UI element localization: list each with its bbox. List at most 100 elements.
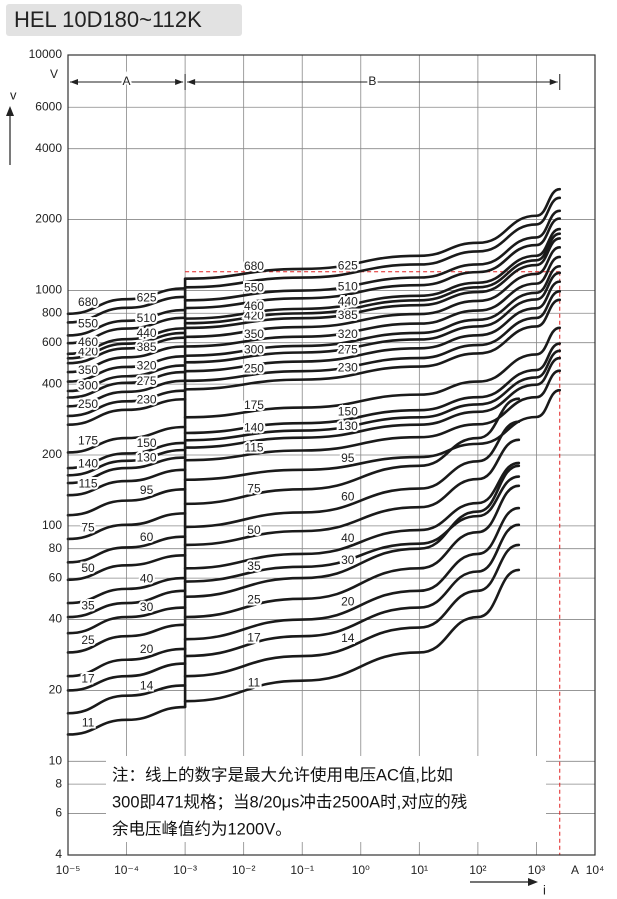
y-tick-label: 400 [42,376,62,390]
curve-label: 40 [140,571,154,585]
y-tick-label: 100 [42,518,62,532]
curve-label: 50 [247,523,261,537]
curve-label: 40 [341,531,355,545]
curve [183,506,521,641]
curve-label: 150 [338,404,358,418]
curve [66,287,187,316]
curve [183,543,521,678]
curve-label: 230 [338,361,358,375]
region-arrowhead [175,79,184,85]
curve [183,280,562,373]
curve-label: 420 [78,344,98,358]
curve-label: 60 [341,489,355,503]
y-axis-label: v [10,87,17,102]
curve [66,535,187,564]
curve [183,298,562,391]
curve-label: 175 [244,398,264,412]
curve [183,484,521,619]
curve [66,512,187,541]
curve [66,379,187,408]
curve-label: 510 [338,279,358,293]
curve [66,345,187,374]
region-arrowhead [70,79,78,85]
y-tick-label: 4 [55,847,62,861]
region-arrowhead [549,79,558,85]
x-tick-label: 10⁻³ [173,863,197,877]
x-tick-label: 10⁻² [232,863,256,877]
curve-label: 320 [137,359,157,373]
x-tick-label: 10⁻¹ [290,863,314,877]
curve-label: 440 [338,294,358,308]
y-tick-label: 800 [42,305,62,319]
curve [183,187,562,280]
curve [183,369,562,462]
curve-label: 115 [244,441,263,455]
curve-label: 460 [78,335,98,349]
curve-label: 75 [247,481,261,495]
curve-label: 275 [137,374,157,388]
curve [66,576,187,605]
curve-label: 350 [244,327,264,341]
curve-label: 115 [78,477,97,491]
x-tick-label: 10⁻⁴ [114,863,139,877]
y-tick-label: 6 [55,806,62,820]
curve [183,271,562,364]
curve [183,475,521,583]
curve [183,264,562,358]
curve [66,355,187,383]
curve [66,488,187,517]
curve [66,623,187,654]
region-arrowhead [187,79,196,85]
curve [183,209,562,302]
curve [66,308,187,337]
curve [66,397,187,426]
curve [66,316,187,345]
curve-label: 460 [244,299,264,313]
curve [66,364,187,393]
y-tick-label: 200 [42,447,62,461]
curve-label: 11 [82,716,95,730]
curve-label: 14 [140,678,154,692]
curve [66,425,187,454]
curve-label: 230 [137,392,157,406]
curve-label: 30 [140,600,154,614]
curve [66,705,187,736]
curve-label: 60 [140,530,154,544]
title-box [6,4,242,36]
x-tick-label: 10¹ [411,863,428,877]
y-tick-label: 1000 [35,283,62,297]
y-tick-label: 6000 [35,99,62,113]
x-unit: A [571,863,579,877]
curve [66,295,187,324]
x-tick-label: 10⁴ [586,863,605,877]
curve-label: 385 [338,308,358,322]
note-box [106,756,546,842]
curve [66,327,187,356]
curve [183,523,521,658]
curve [66,456,187,485]
curve-label: 140 [78,456,98,470]
curve [66,468,187,497]
y-tick-label: 10 [49,753,63,767]
curve-label: 20 [140,642,154,656]
x-tick-label: 10⁰ [352,863,370,877]
curve-label: 680 [78,295,98,309]
curve-label: 35 [81,598,95,612]
curve-label: 130 [338,419,358,433]
curve [183,227,562,320]
curve [183,326,562,419]
curve-label: 420 [244,308,264,322]
region-label: A [123,74,131,88]
curve [183,420,521,529]
curve-labels: A B 11 14 17 20 25 30 35 40 50 60 75 95 115 130 140 150 17… [76,72,546,842]
curve-label: 35 [247,559,261,573]
curve [66,441,187,470]
y-unit: V [50,67,58,81]
curve [66,684,187,715]
curve [183,568,521,703]
note-line: 注：线上的数字是最大允许使用电压AC值,比如 [112,765,453,784]
y-tick-label: 600 [42,335,62,349]
curve [66,370,187,399]
curve-label: 250 [244,361,264,375]
note-line: 300即471规格；当8/20μs冲击2500A时,对应的残 [112,792,467,811]
